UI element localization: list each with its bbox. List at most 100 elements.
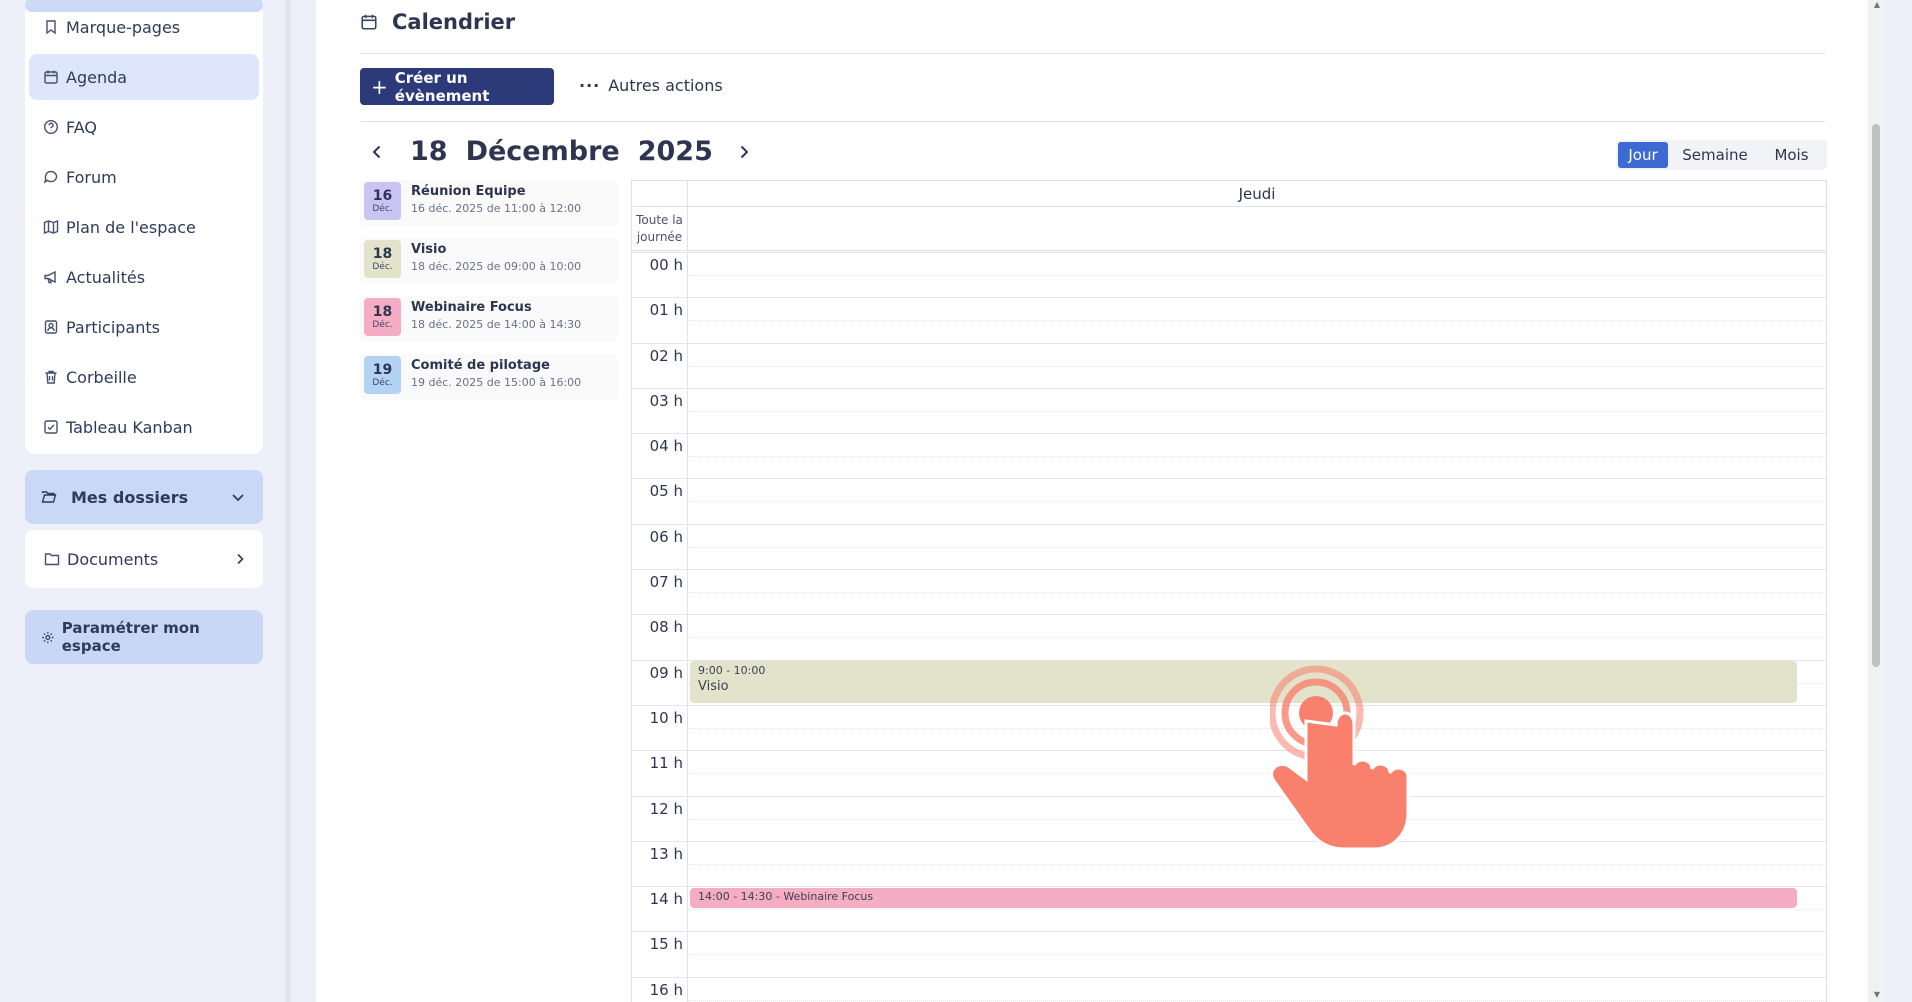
- trash-icon: [43, 369, 59, 385]
- chevron-right-icon: [740, 145, 749, 158]
- view-week-button[interactable]: Semaine: [1682, 146, 1748, 164]
- hour-slot[interactable]: [688, 479, 1826, 523]
- hour-slot[interactable]: [688, 797, 1826, 841]
- event-block-time: 9:00 - 10:00: [698, 664, 766, 677]
- event-list-item[interactable]: 18 Déc. Webinaire Focus 18 déc. 2025 de …: [360, 296, 618, 342]
- hour-label: 14 h: [632, 887, 688, 932]
- my-folders-label: Mes dossiers: [71, 487, 189, 507]
- sidebar-item-corbeille[interactable]: Corbeille: [29, 354, 259, 400]
- event-title: Comité de pilotage: [411, 358, 550, 373]
- day-column-header: Jeudi: [1238, 184, 1276, 203]
- sidebar-item-forum[interactable]: Forum: [29, 154, 259, 200]
- checkbox-icon: [43, 419, 59, 435]
- scrollbar-thumb[interactable]: [1872, 124, 1880, 667]
- event-title: Visio: [411, 242, 447, 257]
- scroll-down-arrow[interactable]: ▼: [1873, 990, 1881, 999]
- sidebar-item-participants[interactable]: Participants: [29, 304, 259, 350]
- chevron-down-icon: [232, 494, 244, 502]
- event-block-webinaire[interactable]: 14:00 - 14:30 - Webinaire Focus: [690, 888, 1797, 908]
- hand-pointer-icon: [1270, 665, 1410, 851]
- create-event-label: Créer un évènement: [394, 68, 490, 105]
- all-day-label: Toute la journée: [632, 207, 688, 250]
- event-day: 18: [372, 303, 393, 320]
- my-folders-toggle[interactable]: Mes dossiers: [25, 470, 263, 524]
- all-day-row[interactable]: Toute la journée: [632, 207, 1826, 253]
- hour-label: 11 h: [632, 751, 688, 796]
- more-dots-icon: ···: [579, 76, 601, 95]
- sidebar-item-label: Actualités: [66, 267, 146, 287]
- hour-slot[interactable]: [688, 389, 1826, 433]
- hour-label: 09 h: [632, 660, 688, 705]
- chevron-right-icon: [237, 553, 244, 565]
- hour-slot[interactable]: [688, 978, 1826, 1002]
- megaphone-icon: [43, 269, 59, 285]
- more-actions-button[interactable]: ··· Autres actions: [579, 76, 723, 95]
- sidebar-item-label: Plan de l'espace: [66, 217, 196, 237]
- create-event-button[interactable]: + Créer un évènement: [360, 68, 554, 105]
- help-circle-icon: [43, 119, 59, 135]
- gear-icon: [42, 631, 54, 643]
- hour-label: 01 h: [632, 298, 688, 343]
- event-when: 18 déc. 2025 de 09:00 à 10:00: [411, 260, 582, 273]
- hour-row: 07 h: [632, 570, 1826, 616]
- event-when: 18 déc. 2025 de 14:00 à 14:30: [411, 318, 582, 331]
- view-switcher: Jour Semaine Mois: [1616, 140, 1827, 170]
- hour-slot[interactable]: [688, 570, 1826, 614]
- event-date-badge: 19 Déc.: [364, 356, 401, 394]
- sidebar-item-label: FAQ: [66, 117, 97, 137]
- event-month: Déc.: [372, 261, 393, 272]
- divider: [360, 121, 1825, 122]
- all-day-cell[interactable]: [688, 207, 1826, 250]
- hour-slot[interactable]: [688, 706, 1826, 750]
- hour-slot[interactable]: [688, 887, 1826, 931]
- hour-label: 10 h: [632, 705, 688, 751]
- event-title: Réunion Equipe: [411, 184, 526, 199]
- sidebar-item-faq[interactable]: FAQ: [29, 104, 259, 150]
- hour-row: 06 h: [632, 524, 1826, 571]
- sidebar-item-plan[interactable]: Plan de l'espace: [29, 204, 259, 250]
- hour-label: 03 h: [632, 388, 688, 434]
- sidebar-divider: [285, 0, 291, 1002]
- current-day: 18: [410, 136, 448, 167]
- hour-slot[interactable]: [688, 434, 1826, 478]
- event-list-item[interactable]: 16 Déc. Réunion Equipe 16 déc. 2025 de 1…: [360, 180, 618, 226]
- event-list-item[interactable]: 19 Déc. Comité de pilotage 19 déc. 2025 …: [360, 354, 618, 400]
- event-block-visio[interactable]: 9:00 - 10:00 Visio: [690, 661, 1797, 703]
- sidebar-item-agenda[interactable]: Agenda: [29, 54, 259, 100]
- date-navigator: 18 Décembre 2025: [366, 136, 755, 167]
- event-block-title: 14:00 - 14:30 - Webinaire Focus: [698, 890, 874, 903]
- scroll-up-arrow[interactable]: ▲: [1873, 0, 1881, 9]
- contact-icon: [43, 319, 59, 335]
- hour-row: 14 h: [632, 887, 1826, 933]
- sidebar-item-kanban[interactable]: Tableau Kanban: [29, 404, 259, 450]
- hour-row: 13 h: [632, 841, 1826, 888]
- view-month-button[interactable]: Mois: [1774, 146, 1809, 164]
- hour-row: 16 h: [632, 977, 1826, 1002]
- hour-slot[interactable]: [688, 751, 1826, 795]
- hour-slot[interactable]: [688, 344, 1826, 388]
- hour-slot[interactable]: [688, 615, 1826, 659]
- hour-slot[interactable]: [688, 525, 1826, 569]
- hour-slot[interactable]: [688, 932, 1826, 976]
- previous-date-button[interactable]: [366, 141, 388, 163]
- hour-row: 15 h: [632, 932, 1826, 978]
- hour-label: 13 h: [632, 841, 688, 887]
- event-list-item[interactable]: 18 Déc. Visio 18 déc. 2025 de 09:00 à 10…: [360, 238, 618, 284]
- event-when: 19 déc. 2025 de 15:00 à 16:00: [411, 376, 582, 389]
- folder-documents[interactable]: Documents: [25, 530, 263, 588]
- hour-slot[interactable]: [688, 298, 1826, 342]
- hour-label: 12 h: [632, 796, 688, 841]
- hour-label: 08 h: [632, 615, 688, 660]
- sidebar-item-actualites[interactable]: Actualités: [29, 254, 259, 300]
- view-day-button[interactable]: Jour: [1618, 142, 1668, 168]
- event-day: 16: [372, 187, 393, 204]
- sidebar-item-label: Forum: [66, 167, 117, 187]
- hour-slot[interactable]: [688, 253, 1826, 297]
- folder-open-icon: [41, 491, 57, 503]
- sidebar-item-marque-pages[interactable]: Marque-pages: [29, 4, 259, 50]
- hour-row: 11 h: [632, 751, 1826, 797]
- settings-space-button[interactable]: Paramétrer mon espace: [25, 610, 263, 664]
- hour-slot[interactable]: [688, 842, 1826, 886]
- bookmark-icon: [43, 19, 59, 35]
- next-date-button[interactable]: [733, 141, 755, 163]
